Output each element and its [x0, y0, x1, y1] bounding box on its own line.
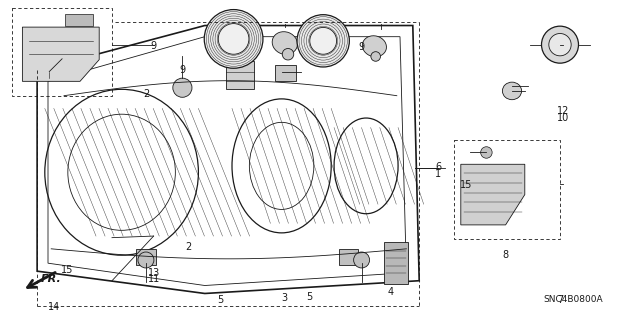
Circle shape — [138, 252, 154, 268]
Circle shape — [204, 10, 263, 68]
Text: 12: 12 — [557, 106, 570, 116]
Text: 11: 11 — [147, 274, 160, 284]
Text: 1: 1 — [435, 169, 442, 179]
Polygon shape — [461, 164, 525, 225]
Text: 7: 7 — [557, 295, 563, 305]
Circle shape — [173, 78, 192, 97]
Text: 14: 14 — [48, 302, 61, 312]
Text: 5: 5 — [307, 292, 313, 302]
Circle shape — [282, 48, 294, 60]
Text: 2: 2 — [143, 89, 149, 99]
Bar — [384, 242, 408, 284]
Text: 5: 5 — [218, 295, 224, 305]
Text: FR.: FR. — [40, 274, 61, 284]
Ellipse shape — [362, 36, 387, 57]
Text: SNC4B0800A: SNC4B0800A — [543, 295, 603, 304]
Text: 8: 8 — [502, 250, 509, 260]
Circle shape — [541, 26, 579, 63]
Circle shape — [297, 15, 349, 67]
Text: 9: 9 — [150, 41, 157, 51]
Text: 15: 15 — [460, 180, 472, 190]
Text: 9: 9 — [179, 65, 186, 75]
Ellipse shape — [502, 82, 522, 100]
Bar — [65, 14, 93, 26]
Bar — [226, 61, 254, 89]
Bar — [275, 65, 296, 81]
Circle shape — [549, 33, 571, 56]
Text: 4: 4 — [387, 287, 394, 297]
Polygon shape — [22, 27, 99, 81]
Circle shape — [310, 27, 337, 54]
Circle shape — [481, 147, 492, 158]
Text: 10: 10 — [557, 113, 570, 123]
Bar — [339, 249, 358, 265]
Circle shape — [218, 24, 249, 54]
Text: 2: 2 — [186, 242, 192, 252]
Circle shape — [354, 252, 369, 268]
Text: 15: 15 — [61, 264, 74, 275]
Text: 3: 3 — [282, 293, 288, 303]
Text: 9: 9 — [358, 42, 365, 52]
Ellipse shape — [272, 32, 298, 55]
Text: 6: 6 — [435, 162, 442, 173]
Bar — [136, 249, 156, 265]
Circle shape — [371, 52, 380, 61]
Text: 13: 13 — [147, 268, 160, 278]
